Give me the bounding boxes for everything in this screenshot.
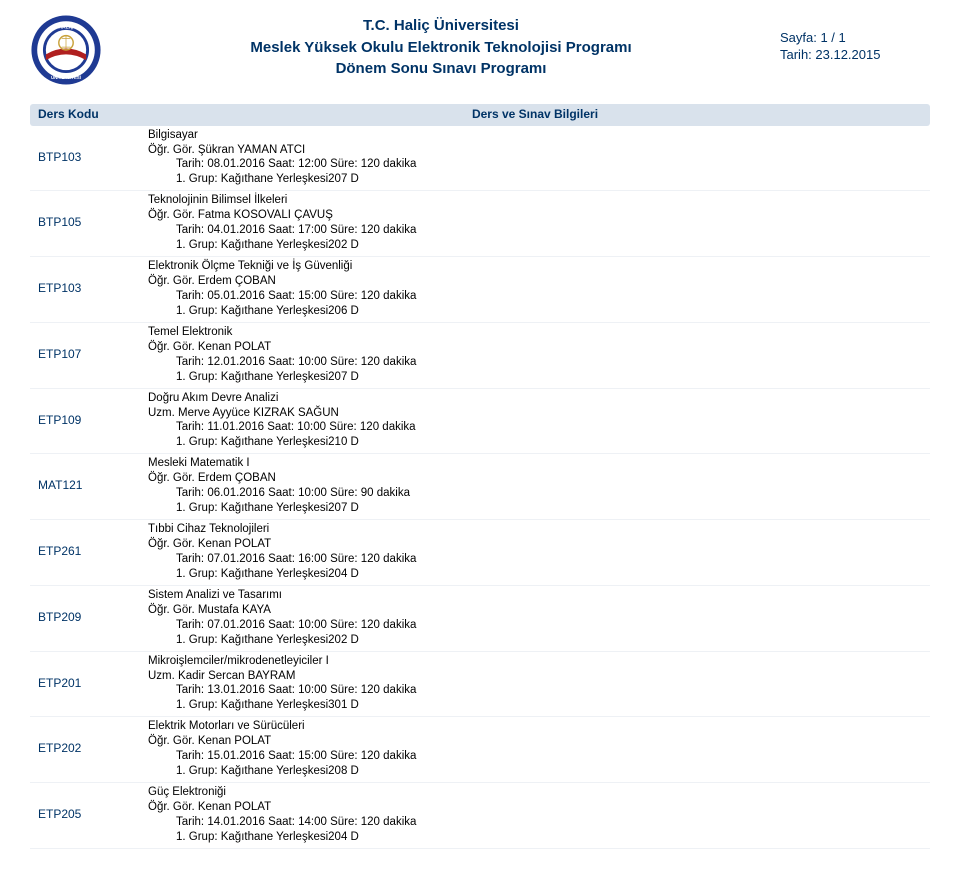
course-title: Mikroişlemciler/mikrodenetleyiciler I: [148, 654, 922, 669]
course-info: Mikroişlemciler/mikrodenetleyiciler IUzm…: [148, 654, 922, 714]
logo-text-bottom: ÜNİVERSİTESİ: [51, 75, 81, 80]
course-instructor: Öğr. Gör. Kenan POLAT: [148, 800, 922, 815]
course-title: Doğru Akım Devre Analizi: [148, 391, 922, 406]
course-title: Elektrik Motorları ve Sürücüleri: [148, 719, 922, 734]
course-location: 1. Grup: Kağıthane Yerleşkesi301 D: [148, 698, 922, 713]
course-datetime: Tarih: 04.01.2016 Saat: 17:00 Süre: 120 …: [148, 223, 922, 238]
title-block: T.C. Haliç Üniversitesi Meslek Yüksek Ok…: [102, 10, 780, 81]
column-header-info: Ders ve Sınav Bilgileri: [148, 107, 922, 123]
course-title: Elektronik Ölçme Tekniği ve İş Güvenliği: [148, 259, 922, 274]
course-instructor: Öğr. Gör. Kenan POLAT: [148, 340, 922, 355]
course-datetime: Tarih: 11.01.2016 Saat: 10:00 Süre: 120 …: [148, 420, 922, 435]
course-code: ETP261: [38, 522, 148, 582]
table-row: ETP205Güç ElektroniğiÖğr. Gör. Kenan POL…: [30, 783, 930, 849]
course-code: ETP205: [38, 785, 148, 845]
course-info: Tıbbi Cihaz TeknolojileriÖğr. Gör. Kenan…: [148, 522, 922, 582]
exam-table: Ders Kodu Ders ve Sınav Bilgileri BTP103…: [30, 104, 930, 849]
university-logo: HALİÇ ÜNİVERSİTESİ İSTANBUL: [30, 14, 102, 86]
course-location: 1. Grup: Kağıthane Yerleşkesi207 D: [148, 370, 922, 385]
table-row: BTP103BilgisayarÖğr. Gör. Şükran YAMAN A…: [30, 126, 930, 192]
print-date: Tarih: 23.12.2015: [780, 47, 930, 64]
course-datetime: Tarih: 06.01.2016 Saat: 10:00 Süre: 90 d…: [148, 486, 922, 501]
course-code: BTP103: [38, 128, 148, 188]
course-info: Güç ElektroniğiÖğr. Gör. Kenan POLATTari…: [148, 785, 922, 845]
course-instructor: Öğr. Gör. Mustafa KAYA: [148, 603, 922, 618]
course-code: BTP105: [38, 193, 148, 253]
course-location: 1. Grup: Kağıthane Yerleşkesi207 D: [148, 172, 922, 187]
course-instructor: Öğr. Gör. Kenan POLAT: [148, 734, 922, 749]
table-header-row: Ders Kodu Ders ve Sınav Bilgileri: [30, 104, 930, 126]
course-info: Elektrik Motorları ve SürücüleriÖğr. Gör…: [148, 719, 922, 779]
course-title: Güç Elektroniği: [148, 785, 922, 800]
table-row: ETP201Mikroişlemciler/mikrodenetleyicile…: [30, 652, 930, 718]
course-title: Teknolojinin Bilimsel İlkeleri: [148, 193, 922, 208]
course-code: MAT121: [38, 456, 148, 516]
course-info: Teknolojinin Bilimsel İlkeleriÖğr. Gör. …: [148, 193, 922, 253]
document-header: HALİÇ ÜNİVERSİTESİ İSTANBUL T.C. Haliç Ü…: [30, 10, 930, 86]
course-datetime: Tarih: 07.01.2016 Saat: 16:00 Süre: 120 …: [148, 552, 922, 567]
page: HALİÇ ÜNİVERSİTESİ İSTANBUL T.C. Haliç Ü…: [0, 0, 960, 869]
course-code: ETP109: [38, 391, 148, 451]
course-instructor: Öğr. Gör. Şükran YAMAN ATCI: [148, 143, 922, 158]
course-instructor: Öğr. Gör. Fatma KOSOVALI ÇAVUŞ: [148, 208, 922, 223]
course-info: Elektronik Ölçme Tekniği ve İş Güvenliği…: [148, 259, 922, 319]
course-datetime: Tarih: 12.01.2016 Saat: 10:00 Süre: 120 …: [148, 355, 922, 370]
course-location: 1. Grup: Kağıthane Yerleşkesi204 D: [148, 830, 922, 845]
table-row: BTP105Teknolojinin Bilimsel İlkeleriÖğr.…: [30, 191, 930, 257]
table-row: ETP107Temel ElektronikÖğr. Gör. Kenan PO…: [30, 323, 930, 389]
course-title: Bilgisayar: [148, 128, 922, 143]
course-title: Sistem Analizi ve Tasarımı: [148, 588, 922, 603]
course-datetime: Tarih: 07.01.2016 Saat: 10:00 Süre: 120 …: [148, 618, 922, 633]
course-datetime: Tarih: 05.01.2016 Saat: 15:00 Süre: 120 …: [148, 289, 922, 304]
course-location: 1. Grup: Kağıthane Yerleşkesi202 D: [148, 633, 922, 648]
course-instructor: Öğr. Gör. Erdem ÇOBAN: [148, 274, 922, 289]
course-info: Sistem Analizi ve TasarımıÖğr. Gör. Must…: [148, 588, 922, 648]
course-info: Temel ElektronikÖğr. Gör. Kenan POLATTar…: [148, 325, 922, 385]
course-location: 1. Grup: Kağıthane Yerleşkesi204 D: [148, 567, 922, 582]
course-location: 1. Grup: Kağıthane Yerleşkesi207 D: [148, 501, 922, 516]
course-title: Temel Elektronik: [148, 325, 922, 340]
course-instructor: Uzm. Merve Ayyüce KIZRAK SAĞUN: [148, 406, 922, 421]
exam-title: Dönem Sonu Sınavı Programı: [102, 59, 780, 79]
course-code: BTP209: [38, 588, 148, 648]
course-location: 1. Grup: Kağıthane Yerleşkesi202 D: [148, 238, 922, 253]
course-location: 1. Grup: Kağıthane Yerleşkesi206 D: [148, 304, 922, 319]
course-info: Doğru Akım Devre AnaliziUzm. Merve Ayyüc…: [148, 391, 922, 451]
institution-name: T.C. Haliç Üniversitesi: [102, 16, 780, 36]
column-header-code: Ders Kodu: [38, 107, 148, 123]
course-code: ETP103: [38, 259, 148, 319]
course-code: ETP201: [38, 654, 148, 714]
table-row: MAT121Mesleki Matematik IÖğr. Gör. Erdem…: [30, 454, 930, 520]
table-body: BTP103BilgisayarÖğr. Gör. Şükran YAMAN A…: [30, 126, 930, 849]
course-datetime: Tarih: 14.01.2016 Saat: 14:00 Süre: 120 …: [148, 815, 922, 830]
program-name: Meslek Yüksek Okulu Elektronik Teknoloji…: [102, 38, 780, 58]
table-row: ETP103Elektronik Ölçme Tekniği ve İş Güv…: [30, 257, 930, 323]
course-info: BilgisayarÖğr. Gör. Şükran YAMAN ATCITar…: [148, 128, 922, 188]
course-datetime: Tarih: 15.01.2016 Saat: 15:00 Süre: 120 …: [148, 749, 922, 764]
course-title: Mesleki Matematik I: [148, 456, 922, 471]
course-instructor: Uzm. Kadir Sercan BAYRAM: [148, 669, 922, 684]
course-location: 1. Grup: Kağıthane Yerleşkesi210 D: [148, 435, 922, 450]
course-info: Mesleki Matematik IÖğr. Gör. Erdem ÇOBAN…: [148, 456, 922, 516]
table-row: BTP209Sistem Analizi ve TasarımıÖğr. Gör…: [30, 586, 930, 652]
course-datetime: Tarih: 13.01.2016 Saat: 10:00 Süre: 120 …: [148, 683, 922, 698]
course-instructor: Öğr. Gör. Erdem ÇOBAN: [148, 471, 922, 486]
course-code: ETP202: [38, 719, 148, 779]
course-title: Tıbbi Cihaz Teknolojileri: [148, 522, 922, 537]
logo-band-text: İSTANBUL: [57, 56, 76, 60]
course-datetime: Tarih: 08.01.2016 Saat: 12:00 Süre: 120 …: [148, 157, 922, 172]
page-number: Sayfa: 1 / 1: [780, 30, 930, 47]
course-code: ETP107: [38, 325, 148, 385]
course-location: 1. Grup: Kağıthane Yerleşkesi208 D: [148, 764, 922, 779]
table-row: ETP261Tıbbi Cihaz TeknolojileriÖğr. Gör.…: [30, 520, 930, 586]
table-row: ETP109Doğru Akım Devre AnaliziUzm. Merve…: [30, 389, 930, 455]
meta-block: Sayfa: 1 / 1 Tarih: 23.12.2015: [780, 10, 930, 64]
table-row: ETP202Elektrik Motorları ve SürücüleriÖğ…: [30, 717, 930, 783]
course-instructor: Öğr. Gör. Kenan POLAT: [148, 537, 922, 552]
logo-text-top: HALİÇ: [58, 23, 74, 30]
